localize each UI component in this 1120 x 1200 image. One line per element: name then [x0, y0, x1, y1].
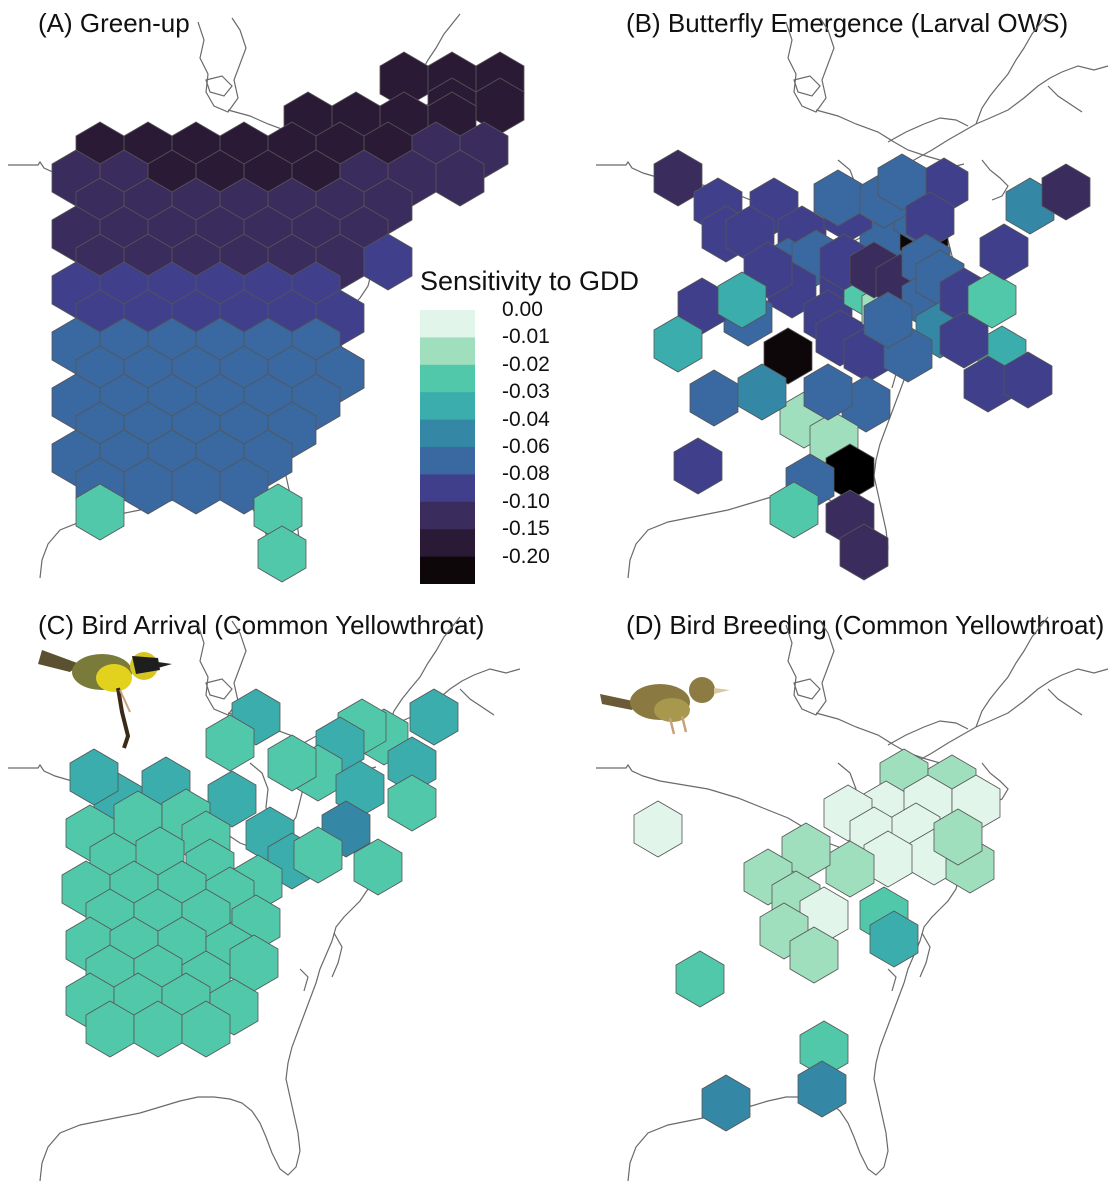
hex-cell — [979, 223, 1029, 281]
common-yellowthroat-juvenile-icon — [600, 677, 730, 735]
legend-label: -0.15 — [502, 517, 550, 541]
legend-label: -0.04 — [502, 407, 550, 431]
legend-swatch — [420, 501, 475, 530]
hex-cell — [701, 1074, 751, 1132]
legend-swatch — [420, 392, 475, 421]
hex-cell — [797, 1060, 847, 1118]
panel-d-title: (D) Bird Breeding (Common Yellowthroat) — [626, 610, 1105, 640]
hex-cell — [673, 437, 723, 495]
panel-b-title: (B) Butterfly Emergence (Larval OWS) — [626, 8, 1069, 38]
common-yellowthroat-adult-male-icon — [38, 650, 172, 749]
legend-label: -0.06 — [502, 435, 550, 458]
hex-cell — [633, 800, 683, 858]
legend-swatch — [420, 529, 475, 558]
legend-swatch — [420, 310, 475, 338]
legend-label: -0.10 — [502, 489, 550, 513]
legend-label: -0.08 — [502, 462, 550, 486]
legend-color-bar — [420, 310, 475, 584]
legend-label: -0.01 — [502, 325, 550, 349]
legend-label: -0.20 — [502, 544, 550, 568]
panel-b-map — [595, 13, 1109, 581]
legend-swatch — [420, 556, 475, 584]
legend-swatch — [420, 364, 475, 393]
legend-label: 0.00 — [502, 298, 543, 321]
legend-swatch — [420, 337, 475, 366]
panel-c-title: (C) Bird Arrival (Common Yellowthroat) — [38, 610, 485, 640]
hex-cell — [675, 950, 725, 1008]
hex-cell — [689, 369, 739, 427]
panel-c-map — [7, 616, 521, 1182]
legend-swatch — [420, 447, 475, 475]
legend-swatch — [420, 419, 475, 448]
hex-cell — [409, 688, 459, 746]
legend-label: -0.02 — [502, 352, 550, 376]
legend-title: Sensitivity to GDD — [420, 266, 640, 296]
panel-a-title: (A) Green-up — [38, 8, 190, 38]
legend-swatch — [420, 474, 475, 503]
legend-label: -0.03 — [502, 380, 550, 404]
